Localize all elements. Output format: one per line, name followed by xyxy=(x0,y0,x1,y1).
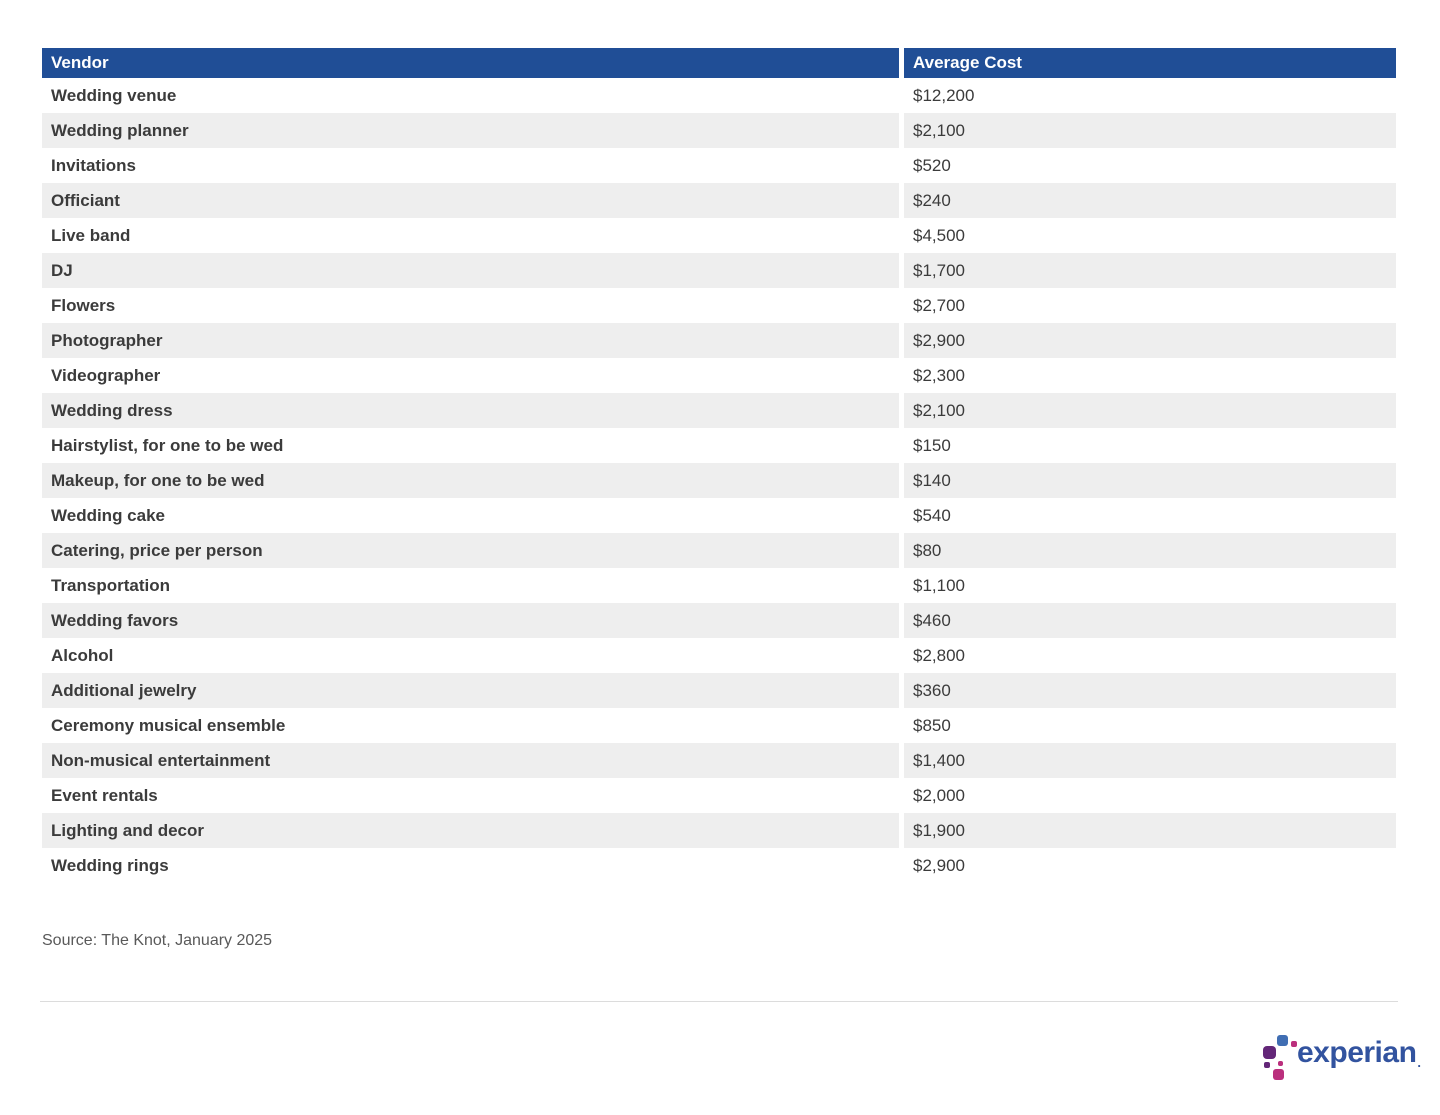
cost-cell: $460 xyxy=(899,603,1396,638)
cost-cell: $2,800 xyxy=(899,638,1396,673)
cost-cell: $80 xyxy=(899,533,1396,568)
table-row: Wedding venue $12,200 xyxy=(42,78,1396,113)
cost-cell: $150 xyxy=(899,428,1396,463)
column-header-vendor: Vendor xyxy=(42,48,899,78)
table-row: Wedding rings $2,900 xyxy=(42,848,1396,883)
column-header-average-cost: Average Cost xyxy=(899,48,1396,78)
table-header-row: Vendor Average Cost xyxy=(42,48,1396,78)
vendor-cell: Wedding venue xyxy=(42,78,899,113)
cost-cell: $2,900 xyxy=(899,848,1396,883)
cost-cell: $4,500 xyxy=(899,218,1396,253)
vendor-cell: Transportation xyxy=(42,568,899,603)
table-row: Officiant $240 xyxy=(42,183,1396,218)
vendor-cell: Invitations xyxy=(42,148,899,183)
logo-dot-magenta-tiny-icon xyxy=(1278,1061,1283,1066)
cost-cell: $2,100 xyxy=(899,113,1396,148)
table-row: Wedding cake $540 xyxy=(42,498,1396,533)
table-row: Additional jewelry $360 xyxy=(42,673,1396,708)
cost-cell: $2,700 xyxy=(899,288,1396,323)
table-row: Lighting and decor $1,900 xyxy=(42,813,1396,848)
vendor-cell: Wedding cake xyxy=(42,498,899,533)
table-row: Transportation $1,100 xyxy=(42,568,1396,603)
cost-table-container: Vendor Average Cost Wedding venue $12,20… xyxy=(42,48,1396,883)
vendor-cell: Wedding dress xyxy=(42,393,899,428)
vendor-cell: Hairstylist, for one to be wed xyxy=(42,428,899,463)
table-row: Hairstylist, for one to be wed $150 xyxy=(42,428,1396,463)
cost-cell: $12,200 xyxy=(899,78,1396,113)
cost-cell: $540 xyxy=(899,498,1396,533)
vendor-cell: Photographer xyxy=(42,323,899,358)
experian-logo: experian . xyxy=(1260,1034,1421,1084)
table-row: Invitations $520 xyxy=(42,148,1396,183)
table-row: Photographer $2,900 xyxy=(42,323,1396,358)
cost-cell: $850 xyxy=(899,708,1396,743)
source-note: Source: The Knot, January 2025 xyxy=(42,932,273,949)
logo-dot-magenta-icon xyxy=(1273,1069,1284,1080)
table-row: Videographer $2,300 xyxy=(42,358,1396,393)
experian-trademark-dot: . xyxy=(1417,1055,1422,1070)
vendor-cell: Makeup, for one to be wed xyxy=(42,463,899,498)
table-row: Event rentals $2,000 xyxy=(42,778,1396,813)
table-row: Catering, price per person $80 xyxy=(42,533,1396,568)
footer-divider xyxy=(40,1001,1398,1002)
cost-cell: $2,000 xyxy=(899,778,1396,813)
experian-wordmark: experian xyxy=(1297,1036,1417,1069)
cost-cell: $1,900 xyxy=(899,813,1396,848)
table-row: Ceremony musical ensemble $850 xyxy=(42,708,1396,743)
vendor-cell: Additional jewelry xyxy=(42,673,899,708)
vendor-cell: Non-musical entertainment xyxy=(42,743,899,778)
cost-cell: $2,900 xyxy=(899,323,1396,358)
cost-cell: $1,700 xyxy=(899,253,1396,288)
table-row: Makeup, for one to be wed $140 xyxy=(42,463,1396,498)
cost-cell: $360 xyxy=(899,673,1396,708)
vendor-cell: Wedding rings xyxy=(42,848,899,883)
table-row: Alcohol $2,800 xyxy=(42,638,1396,673)
table-row: DJ $1,700 xyxy=(42,253,1396,288)
table-row: Wedding favors $460 xyxy=(42,603,1396,638)
logo-dot-purple-small-icon xyxy=(1264,1062,1270,1068)
vendor-cell: Wedding planner xyxy=(42,113,899,148)
cost-cell: $1,400 xyxy=(899,743,1396,778)
logo-dot-purple-icon xyxy=(1263,1046,1276,1059)
table-row: Non-musical entertainment $1,400 xyxy=(42,743,1396,778)
experian-logo-dots-icon xyxy=(1260,1034,1297,1084)
vendor-cell: Alcohol xyxy=(42,638,899,673)
vendor-cell: Live band xyxy=(42,218,899,253)
vendor-cell: Event rentals xyxy=(42,778,899,813)
cost-table: Vendor Average Cost Wedding venue $12,20… xyxy=(42,48,1396,883)
table-row: Flowers $2,700 xyxy=(42,288,1396,323)
table-row: Wedding dress $2,100 xyxy=(42,393,1396,428)
logo-dot-blue-icon xyxy=(1277,1035,1288,1046)
cost-cell: $2,100 xyxy=(899,393,1396,428)
cost-cell: $140 xyxy=(899,463,1396,498)
vendor-cell: Videographer xyxy=(42,358,899,393)
table-row: Live band $4,500 xyxy=(42,218,1396,253)
table-row: Wedding planner $2,100 xyxy=(42,113,1396,148)
vendor-cell: DJ xyxy=(42,253,899,288)
cost-cell: $2,300 xyxy=(899,358,1396,393)
vendor-cell: Catering, price per person xyxy=(42,533,899,568)
logo-dot-magenta-small-icon xyxy=(1291,1041,1297,1047)
cost-cell: $240 xyxy=(899,183,1396,218)
vendor-cell: Ceremony musical ensemble xyxy=(42,708,899,743)
cost-cell: $1,100 xyxy=(899,568,1396,603)
cost-cell: $520 xyxy=(899,148,1396,183)
vendor-cell: Flowers xyxy=(42,288,899,323)
vendor-cell: Officiant xyxy=(42,183,899,218)
vendor-cell: Lighting and decor xyxy=(42,813,899,848)
vendor-cell: Wedding favors xyxy=(42,603,899,638)
